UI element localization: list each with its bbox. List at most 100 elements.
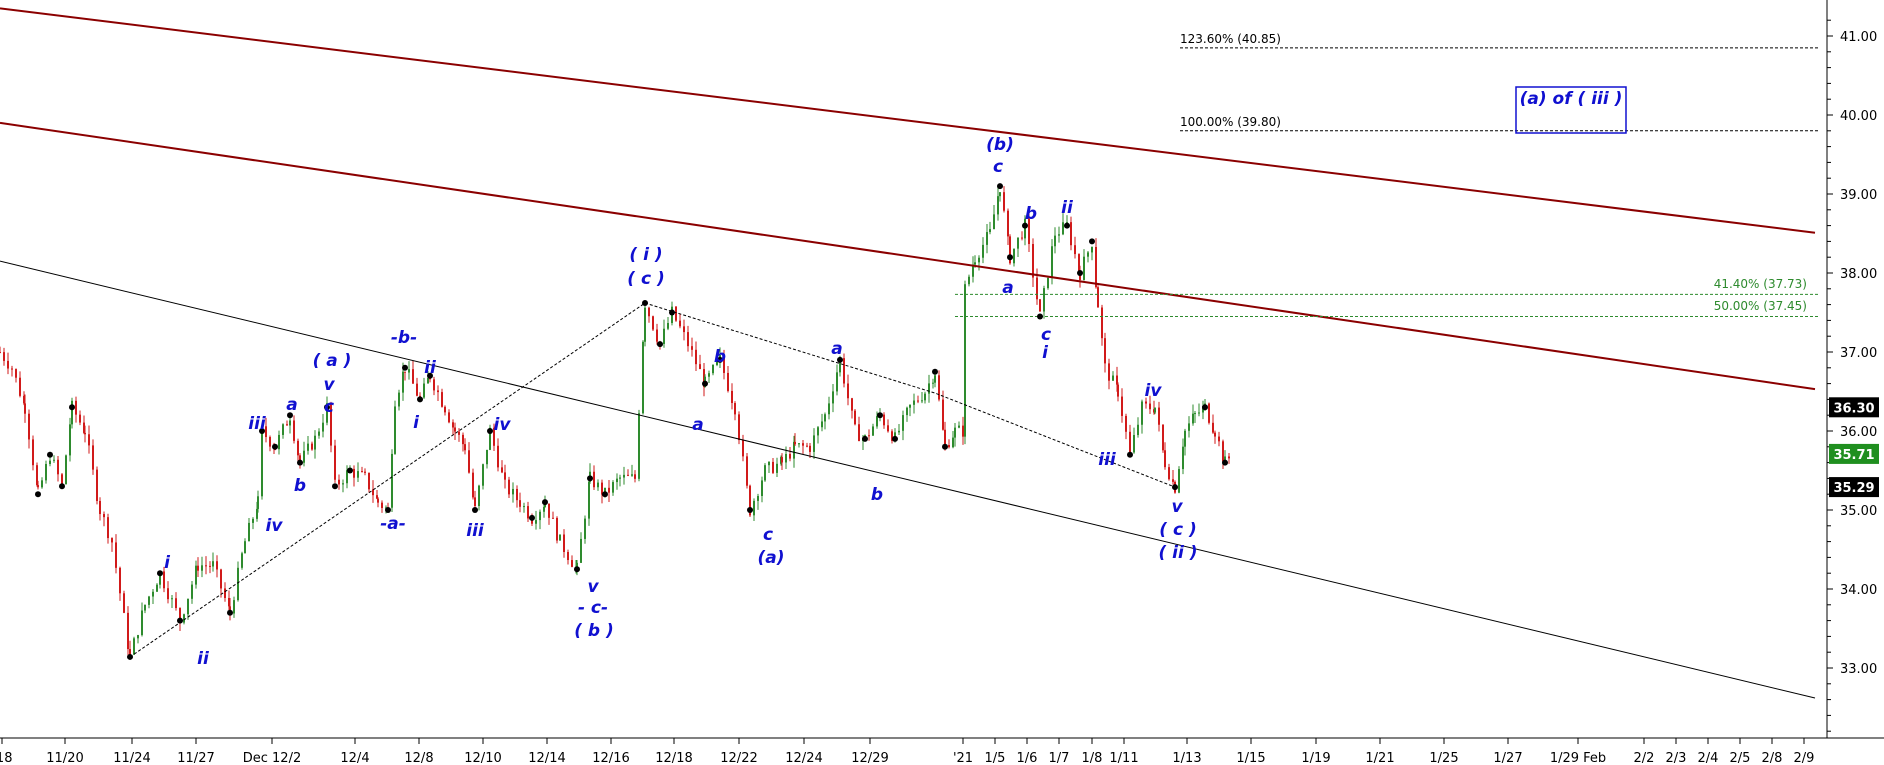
pivot-dot xyxy=(417,396,423,403)
x-tick-label: 1/6 xyxy=(1017,751,1038,765)
candle-body xyxy=(69,424,71,456)
candle-body xyxy=(1133,435,1135,453)
candle-body xyxy=(563,534,565,552)
candle-body xyxy=(361,471,363,473)
candle-body xyxy=(472,472,474,498)
candle-body xyxy=(377,498,379,503)
candle-body xyxy=(876,416,878,427)
wave-label: i xyxy=(1042,343,1049,363)
candle-body xyxy=(1178,469,1180,493)
pivot-dot xyxy=(47,451,53,458)
channel-line xyxy=(0,121,1816,391)
candle-body xyxy=(802,443,804,446)
channel-line xyxy=(0,7,1816,234)
candle-body xyxy=(868,435,870,437)
price-badge xyxy=(1829,397,1879,418)
pivot-dot xyxy=(1202,404,1208,411)
candle-body xyxy=(781,457,783,463)
candle-body xyxy=(289,420,291,426)
candle-body xyxy=(627,474,629,476)
wave-label: i xyxy=(413,413,420,433)
candle-body xyxy=(216,561,218,570)
fib-label: 100.00% (39.80) xyxy=(1180,115,1281,129)
pivot-dot xyxy=(427,372,433,379)
pivot-dot xyxy=(602,491,608,498)
candle-body xyxy=(1108,363,1110,381)
candle-body xyxy=(464,444,466,451)
pivot-dot xyxy=(574,566,580,573)
candle-body xyxy=(794,441,796,445)
candle-body xyxy=(248,522,250,542)
pivot-dot xyxy=(862,435,868,442)
wave-label: ( c ) xyxy=(1159,520,1196,540)
candle-body xyxy=(75,400,77,415)
candle-body xyxy=(1101,307,1103,339)
candle-body xyxy=(391,453,393,508)
pivot-dot xyxy=(1222,459,1228,466)
price-axis xyxy=(0,0,1884,739)
pivot-dots xyxy=(35,183,1228,660)
candle-body xyxy=(642,341,644,414)
candle-body xyxy=(1021,237,1023,239)
x-tick-label: 1/15 xyxy=(1236,751,1265,765)
candle-body xyxy=(212,561,214,567)
pivot-dot xyxy=(402,364,408,371)
candle-body xyxy=(734,403,736,415)
candle-body xyxy=(326,403,328,423)
candle-body xyxy=(539,511,541,521)
candle-body xyxy=(92,445,94,470)
candle-body xyxy=(806,445,808,447)
candle-body xyxy=(278,434,280,450)
candle-body xyxy=(11,368,13,370)
candle-body xyxy=(913,400,915,405)
wave-label: a xyxy=(1002,278,1013,298)
candle-body xyxy=(576,562,578,567)
candle-body xyxy=(427,377,429,384)
candle-body xyxy=(1078,254,1080,272)
wave-label: b xyxy=(871,485,883,505)
candle-body xyxy=(997,196,999,215)
x-tick-label: 12/8 xyxy=(404,751,433,765)
candle-body xyxy=(452,422,454,428)
x-tick-label: 2/8 xyxy=(1762,751,1783,765)
candle-body xyxy=(286,424,288,426)
candle-body xyxy=(708,373,710,377)
x-tick-label: 12/22 xyxy=(720,751,757,765)
candle-body xyxy=(83,422,85,433)
candle-body xyxy=(1222,441,1224,462)
candle-body xyxy=(1182,446,1184,470)
candle-body xyxy=(1208,403,1210,423)
candle-body xyxy=(612,482,614,493)
candle-body xyxy=(753,500,755,516)
candle-body xyxy=(32,439,34,466)
pivot-dot xyxy=(347,467,353,474)
wave-label: iv xyxy=(1145,381,1163,401)
x-tick-label: 1/5 xyxy=(985,751,1006,765)
candle-body xyxy=(441,392,443,407)
candle-body xyxy=(695,349,697,365)
candle-body xyxy=(37,485,39,488)
candle-body xyxy=(191,584,193,599)
candle-body xyxy=(679,320,681,327)
candle-body xyxy=(71,400,73,425)
candle-body xyxy=(1074,245,1076,255)
x-tick-label: 2/5 xyxy=(1730,751,1751,765)
candle-body xyxy=(872,426,874,436)
candle-body xyxy=(972,264,974,277)
candle-body xyxy=(1097,287,1099,308)
candle-body xyxy=(644,307,646,342)
candle-body xyxy=(437,390,439,393)
candle-body xyxy=(571,560,573,567)
candle-body xyxy=(958,425,960,428)
candle-body xyxy=(209,565,211,567)
candle-body xyxy=(543,507,545,512)
wave-label: iv xyxy=(266,516,284,536)
candle-body xyxy=(205,565,207,567)
candle-body xyxy=(364,471,366,473)
wave-label: iii xyxy=(248,414,267,434)
candle-body xyxy=(183,614,185,623)
candle-body xyxy=(839,358,841,373)
candle-body xyxy=(631,474,633,476)
wave-label: ( ii ) xyxy=(1158,543,1197,563)
candle-body xyxy=(129,649,131,655)
